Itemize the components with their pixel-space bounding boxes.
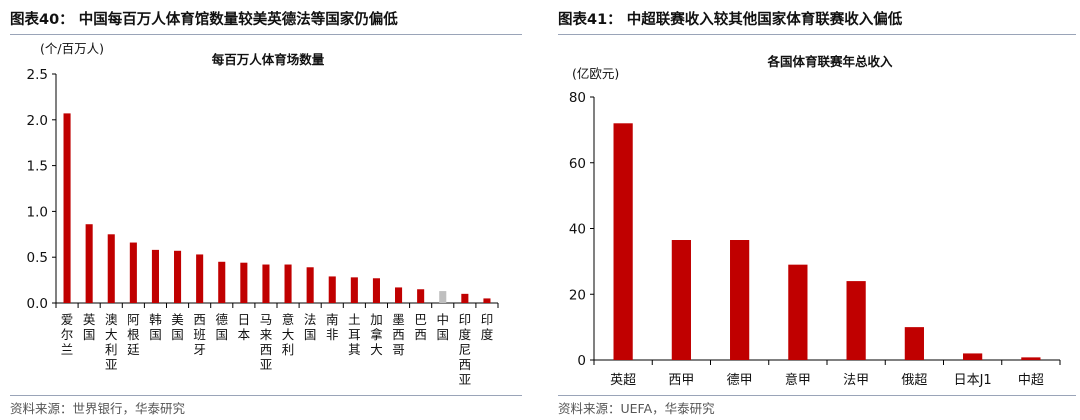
bar [85,224,93,303]
bar [328,276,336,303]
chart-title: 每百万人体育场数量 [212,52,325,67]
x-category-label: 澳大利亚 [105,312,118,372]
x-category-label: 意大利 [282,312,295,357]
x-category-label: 意甲 [785,372,811,388]
bar [218,261,226,303]
x-category-label: 韩国 [149,312,162,342]
left-bottom-rule [10,395,522,396]
bar [904,327,924,360]
bar [350,277,358,303]
bar [671,240,691,360]
bar [417,289,425,303]
x-category-label: 日本J1 [954,373,992,388]
y-tick-label: 60 [569,156,586,172]
y-tick-label: 0.5 [27,250,48,266]
left-bar-chart: 每百万人体育场数量 (个/百万人) 0.0 0.5 1.0 1.5 2.0 2.5 爱尔兰英国澳… [27,41,499,387]
y-tick-label: 20 [569,287,586,303]
y-tick-label: 1.5 [27,159,48,175]
left-figure-title: 图表40： 中国每百万人体育馆数量较美英德法等国家仍偏低 [10,12,398,28]
bar [107,234,115,303]
x-category-label: 德国 [215,312,228,342]
bar [196,254,204,303]
x-category-label: 中国 [436,312,449,342]
chart-title: 各国体育联赛年总收入 [766,54,893,69]
x-category-label: 土耳其 [348,312,361,357]
x-category-label: 爱尔兰 [61,312,74,357]
bar [963,353,983,360]
bar [151,249,159,303]
bar [846,281,866,360]
bar [306,267,314,303]
bar [395,287,403,303]
x-category-label: 英国 [83,312,96,342]
right-figure-title: 图表41： 中超联赛收入较其他国家体育联赛收入偏低 [558,12,903,28]
x-category-label: 法甲 [843,373,869,388]
bar [613,123,633,360]
bar [461,293,469,303]
bar [262,264,270,303]
x-category-label: 巴西 [414,312,427,342]
y-tick-label: 80 [569,90,586,106]
y-tick-label: 2.0 [27,113,48,129]
x-category-label: 法国 [304,312,317,342]
y-tick-label: 0.0 [27,296,48,312]
x-category-label: 美国 [171,312,184,342]
x-category-label: 英超 [610,373,636,388]
bar [174,250,182,303]
x-category-label: 日本 [238,312,251,342]
right-top-rule [558,34,1076,35]
x-category-label: 加拿大 [370,312,383,357]
x-category-label: 俄超 [901,373,927,388]
x-category-label: 南非 [326,312,339,342]
left-top-rule [10,34,522,35]
y-tick-label: 2.5 [27,67,48,83]
x-category-label: 印度尼西亚 [459,312,472,387]
bar [1021,357,1041,360]
y-tick-label: 40 [569,222,586,238]
bar [63,113,71,303]
right-source-note: 资料来源：UEFA，华泰研究 [558,401,715,416]
x-category-label: 西甲 [668,373,694,388]
y-tick-label: 0 [577,353,586,369]
left-source-note: 资料来源：世界银行，华泰研究 [10,401,186,416]
y-axis-unit-label: (个/百万人) [40,41,104,56]
left-figure-panel: 图表40： 中国每百万人体育馆数量较美英德法等国家仍偏低 每百万人体育场数量 (个… [0,0,530,420]
bar [129,242,137,303]
x-category-label: 德甲 [727,373,753,388]
right-figure-panel: 图表41： 中超联赛收入较其他国家体育联赛收入偏低 各国体育联赛年总收入 (亿欧元… [548,0,1080,420]
y-axis-unit-label: (亿欧元) [572,66,619,81]
x-category-label: 阿根廷 [127,312,140,357]
bar [788,264,808,360]
x-category-label: 西班牙 [193,312,206,357]
bar [240,262,248,303]
y-tick-label: 1.0 [27,204,48,220]
x-category-label: 墨西哥 [392,312,405,357]
x-category-label: 中超 [1018,373,1044,388]
bar [483,298,491,303]
bar [730,240,750,360]
bar [284,264,292,303]
right-bar-chart: 各国体育联赛年总收入 (亿欧元) 0 20 40 60 80 英超 西甲 德甲 意甲 法甲 俄超 日本J1… [569,54,1061,388]
x-category-label: 马来西亚 [260,312,273,372]
bar [372,278,380,303]
x-category-label: 印度 [481,312,494,342]
bar [439,291,447,303]
right-bottom-rule [558,395,1076,396]
